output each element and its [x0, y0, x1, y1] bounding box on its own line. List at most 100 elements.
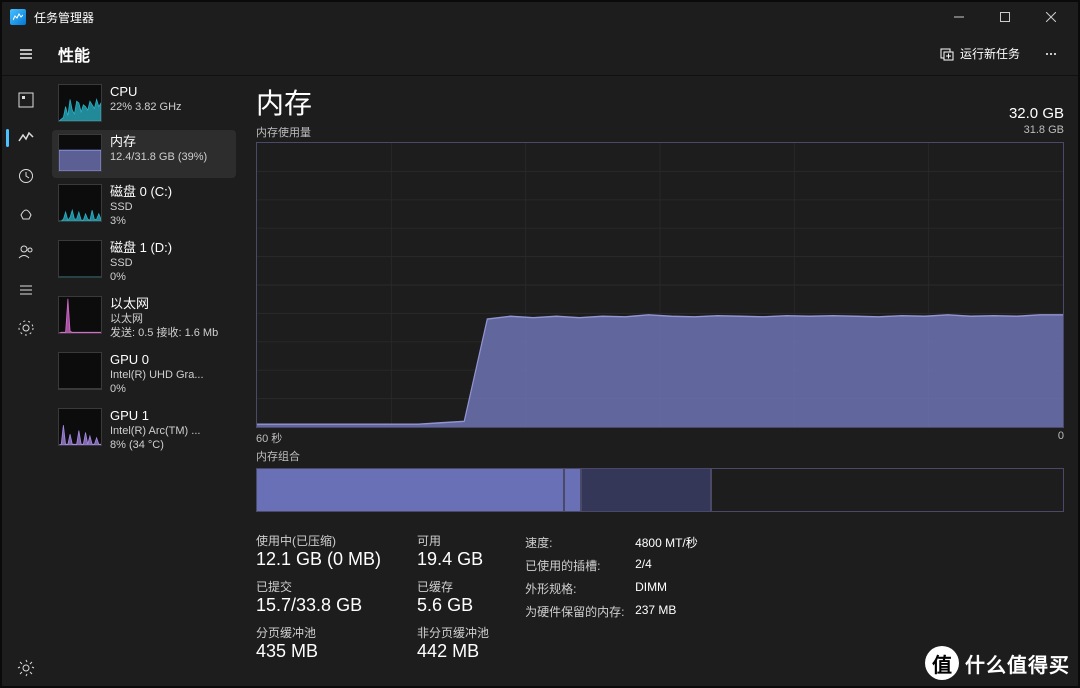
perf-title: 以太网 — [110, 296, 218, 312]
nav-users[interactable] — [6, 234, 46, 270]
close-button[interactable] — [1028, 2, 1074, 32]
nonpaged-label: 非分页缓冲池 — [417, 626, 489, 640]
memory-composition-bar[interactable] — [256, 468, 1064, 512]
startup-icon — [17, 205, 35, 223]
run-new-task-label: 运行新任务 — [960, 45, 1020, 62]
processes-icon — [17, 91, 35, 109]
comp-segment-in-use — [257, 469, 563, 511]
perf-thumb — [58, 134, 102, 172]
nav-services[interactable] — [6, 310, 46, 346]
hamburger-button[interactable] — [2, 32, 50, 76]
sidebar-item-gpu1[interactable]: GPU 1Intel(R) Arc(TM) ...8% (34 °C) — [52, 404, 236, 458]
nav-history[interactable] — [6, 158, 46, 194]
perf-sub2: 0% — [110, 382, 204, 396]
perf-sub2: 0% — [110, 270, 172, 284]
form-label: 外形规格: — [525, 580, 635, 597]
perf-sub: Intel(R) UHD Gra... — [110, 368, 204, 382]
maximize-button[interactable] — [982, 2, 1028, 32]
watermark-text: 什么值得买 — [965, 649, 1070, 678]
nav-startup[interactable] — [6, 196, 46, 232]
sidebar-item-net[interactable]: 以太网以太网发送: 0.5 接收: 1.6 Mb — [52, 292, 236, 346]
available-value: 19.4 GB — [417, 548, 489, 570]
perf-thumb — [58, 352, 102, 390]
committed-value: 15.7/33.8 GB — [256, 594, 381, 616]
slots-label: 已使用的插槽: — [525, 557, 635, 574]
paged-label: 分页缓冲池 — [256, 626, 381, 640]
perf-sub: Intel(R) Arc(TM) ... — [110, 424, 200, 438]
nav-rail — [2, 76, 50, 686]
perf-sub2: 8% (34 °C) — [110, 438, 200, 452]
perf-sub2: 发送: 0.5 接收: 1.6 Mb — [110, 326, 218, 340]
total-memory: 32.0 GB — [1009, 105, 1064, 122]
perf-thumb — [58, 240, 102, 278]
run-task-icon — [940, 47, 954, 61]
x-axis-left: 60 秒 — [256, 430, 282, 446]
services-icon — [17, 319, 35, 337]
perf-title: 内存 — [110, 134, 207, 150]
reserved-value: 237 MB — [635, 603, 676, 620]
speed-value: 4800 MT/秒 — [635, 534, 698, 551]
minimize-button[interactable] — [936, 2, 982, 32]
in-use-label: 使用中(已压缩) — [256, 534, 381, 548]
available-label: 可用 — [417, 534, 489, 548]
perf-thumb — [58, 84, 102, 122]
comp-segment-modified — [565, 469, 579, 511]
perf-title: GPU 1 — [110, 408, 200, 424]
sidebar-item-cpu[interactable]: CPU22% 3.82 GHz — [52, 80, 236, 128]
perf-sub: SSD — [110, 200, 172, 214]
perf-sub2: 3% — [110, 214, 172, 228]
nav-settings[interactable] — [6, 650, 46, 686]
nav-details[interactable] — [6, 272, 46, 308]
nav-processes[interactable] — [6, 82, 46, 118]
perf-thumb — [58, 184, 102, 222]
form-value: DIMM — [635, 580, 667, 597]
memory-details: 速度:4800 MT/秒 已使用的插槽:2/4 外形规格:DIMM 为硬件保留的… — [525, 534, 698, 662]
perf-title: 磁盘 0 (C:) — [110, 184, 172, 200]
slots-value: 2/4 — [635, 557, 652, 574]
paged-value: 435 MB — [256, 640, 381, 662]
more-button[interactable] — [1034, 39, 1068, 69]
nav-performance[interactable] — [6, 120, 46, 156]
page-title: 性能 — [58, 42, 90, 66]
details-icon — [17, 281, 35, 299]
window-title: 任务管理器 — [34, 9, 94, 26]
titlebar[interactable]: 任务管理器 — [2, 2, 1078, 32]
comp-segment-standby — [582, 469, 710, 511]
perf-sub: SSD — [110, 256, 172, 270]
usage-max: 31.8 GB — [1024, 124, 1064, 140]
perf-sub: 12.4/31.8 GB (39%) — [110, 150, 207, 164]
perf-sub: 22% 3.82 GHz — [110, 100, 182, 114]
performance-icon — [17, 129, 35, 147]
sidebar-item-disk1[interactable]: 磁盘 1 (D:)SSD0% — [52, 236, 236, 290]
composition-label: 内存组合 — [256, 448, 1064, 464]
memory-detail-pane: 内存 32.0 GB 内存使用量 31.8 GB 60 秒 0 内存组合 使用中… — [242, 76, 1078, 686]
sidebar-item-gpu0[interactable]: GPU 0Intel(R) UHD Gra...0% — [52, 348, 236, 402]
usage-label: 内存使用量 — [256, 124, 311, 140]
cached-label: 已缓存 — [417, 580, 489, 594]
run-new-task-button[interactable]: 运行新任务 — [930, 39, 1030, 68]
in-use-value: 12.1 GB (0 MB) — [256, 548, 381, 570]
app-icon — [10, 9, 26, 25]
perf-sub: 以太网 — [110, 312, 218, 326]
users-icon — [17, 243, 35, 261]
memory-stats: 使用中(已压缩) 12.1 GB (0 MB) 已提交 15.7/33.8 GB… — [256, 534, 1064, 662]
committed-label: 已提交 — [256, 580, 381, 594]
page-header: 性能 运行新任务 — [2, 32, 1078, 76]
memory-usage-chart[interactable] — [256, 142, 1064, 428]
comp-segment-free — [712, 469, 1063, 511]
more-icon — [1044, 47, 1058, 61]
performance-sidebar: CPU22% 3.82 GHz内存12.4/31.8 GB (39%)磁盘 0 … — [50, 76, 242, 686]
watermark-badge: 值 — [925, 646, 959, 680]
gear-icon — [17, 659, 35, 677]
perf-thumb — [58, 296, 102, 334]
perf-thumb — [58, 408, 102, 446]
perf-title: GPU 0 — [110, 352, 204, 368]
sidebar-item-disk0[interactable]: 磁盘 0 (C:)SSD3% — [52, 180, 236, 234]
sidebar-item-mem[interactable]: 内存12.4/31.8 GB (39%) — [52, 130, 236, 178]
nonpaged-value: 442 MB — [417, 640, 489, 662]
reserved-label: 为硬件保留的内存: — [525, 603, 635, 620]
perf-title: 磁盘 1 (D:) — [110, 240, 172, 256]
x-axis-right: 0 — [1058, 430, 1064, 446]
detail-title: 内存 — [256, 82, 312, 122]
history-icon — [17, 167, 35, 185]
